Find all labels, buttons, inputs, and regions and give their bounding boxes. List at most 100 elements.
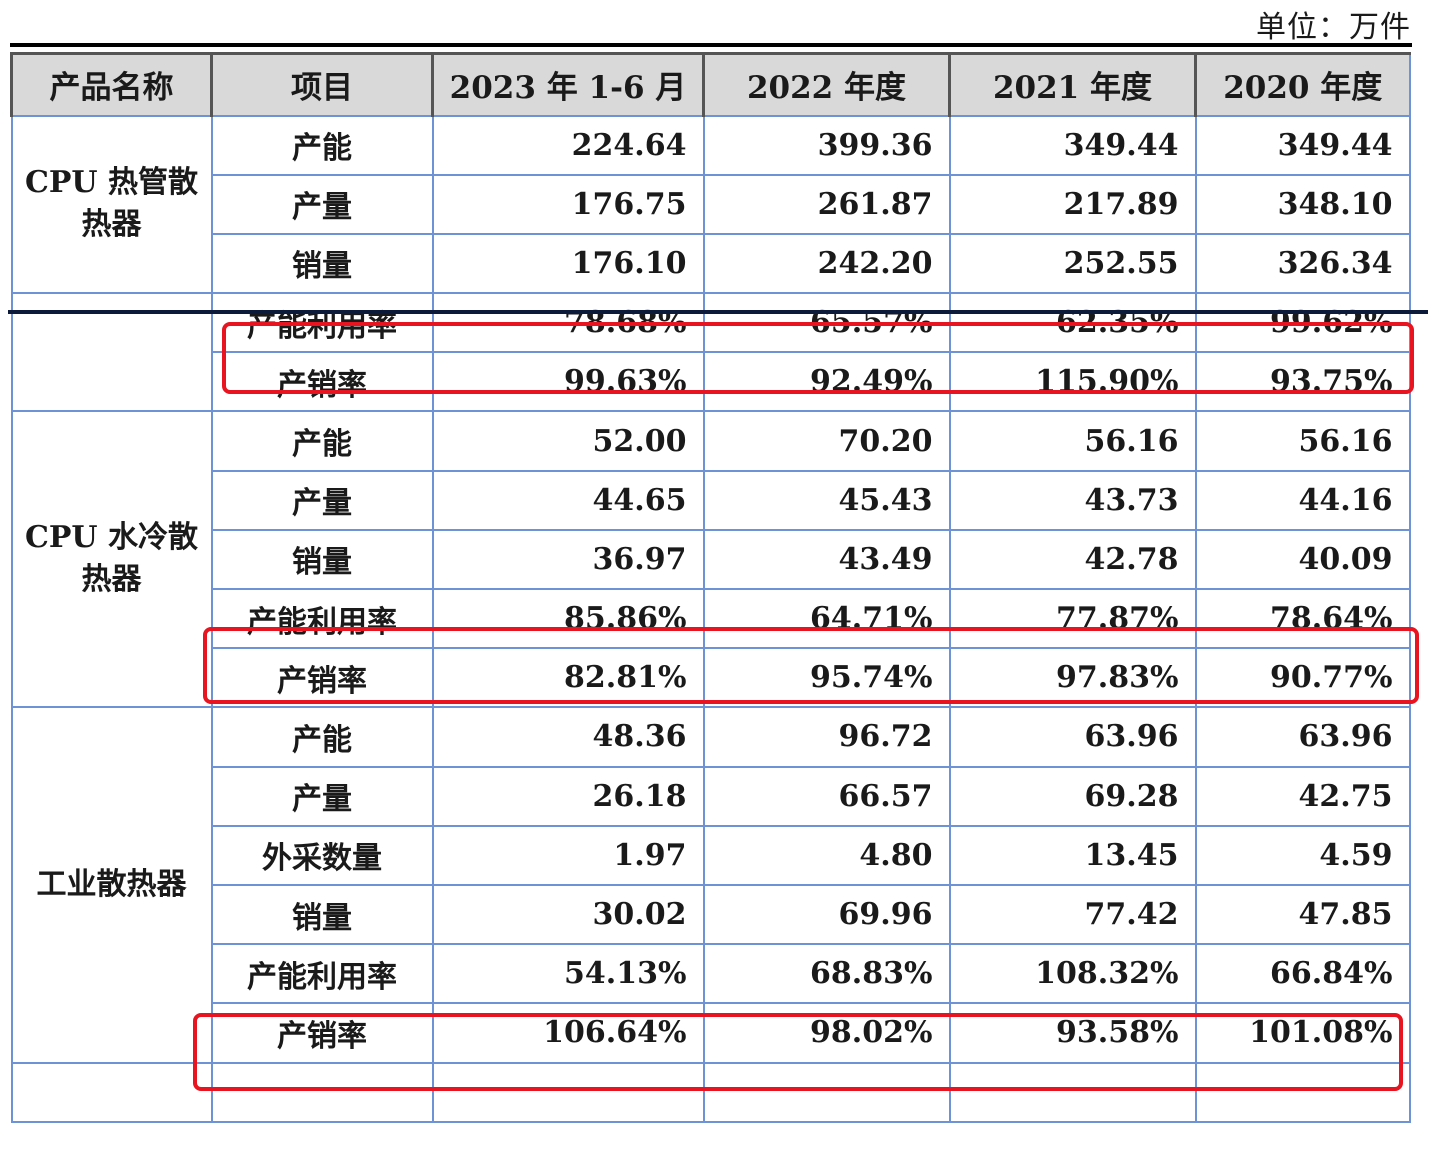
empty-cell bbox=[10, 1061, 213, 1123]
item-label: 外采数量 bbox=[210, 824, 434, 886]
item-label: 产能 bbox=[210, 410, 434, 472]
value-cell: 82.81% bbox=[431, 647, 705, 709]
value-cell: 43.73 bbox=[948, 469, 1197, 531]
value-cell: 217.89 bbox=[948, 173, 1197, 235]
value-cell: 77.42 bbox=[948, 883, 1197, 946]
value-cell: 43.49 bbox=[702, 528, 951, 591]
value-cell: 52.00 bbox=[431, 410, 705, 472]
value-cell: 97.83% bbox=[948, 647, 1197, 709]
value-cell: 242.20 bbox=[702, 232, 951, 295]
header-cell: 产品名称 bbox=[10, 52, 213, 117]
value-cell: 96.72 bbox=[702, 706, 951, 768]
product-name-line: 热器 bbox=[81, 207, 142, 243]
header-cell: 项目 bbox=[210, 52, 434, 117]
value-cell: 348.10 bbox=[1194, 173, 1411, 235]
item-label: 销量 bbox=[210, 528, 434, 591]
value-cell: 47.85 bbox=[1194, 883, 1411, 946]
value-cell: 30.02 bbox=[431, 883, 705, 946]
product-name-line: CPU 水冷散 bbox=[24, 520, 199, 556]
header-cell: 2021 年度 bbox=[948, 52, 1197, 117]
value-cell: 54.13% bbox=[431, 943, 705, 1005]
item-label: 产销率 bbox=[210, 647, 434, 709]
table-row: 产量 176.75 261.87 217.89 348.10 bbox=[12, 173, 1411, 235]
value-cell: 224.64 bbox=[431, 114, 705, 176]
table-row: CPU 水冷散 热器 产能 52.00 70.20 56.16 56.16 bbox=[10, 410, 1411, 709]
value-cell: 101.08% bbox=[1194, 1002, 1411, 1064]
item-label: 产能利用率 bbox=[210, 587, 434, 650]
table-row: 工业散热器 产能 48.36 96.72 63.96 63.96 bbox=[10, 706, 1411, 1064]
value-cell: 26.18 bbox=[431, 765, 705, 827]
value-cell: 64.71% bbox=[702, 587, 951, 650]
value-cell: 13.45 bbox=[948, 824, 1197, 886]
value-cell: 56.16 bbox=[1194, 410, 1411, 472]
product-name-line: CPU 热管散 bbox=[24, 165, 199, 201]
value-cell: 4.59 bbox=[1194, 824, 1411, 886]
item-label: 产销率 bbox=[210, 351, 434, 413]
value-cell: 95.74% bbox=[702, 647, 951, 709]
capacity-table: 产品名称 项目 2023 年 1-6 月 2022 年度 2021 年度 2020 年度 C… bbox=[10, 52, 1411, 1123]
value-cell: 77.87% bbox=[948, 587, 1197, 650]
table-row: 销量 36.97 43.49 42.78 40.09 bbox=[12, 528, 1411, 591]
value-cell: 399.36 bbox=[702, 114, 951, 176]
value-cell: 66.57 bbox=[702, 765, 951, 827]
value-cell: 36.97 bbox=[431, 528, 705, 591]
value-cell: 349.44 bbox=[1194, 114, 1411, 176]
product-name-line: 热器 bbox=[81, 562, 142, 598]
value-cell: 66.84% bbox=[1194, 943, 1411, 1005]
table-row: 产量 26.18 66.57 69.28 42.75 bbox=[12, 765, 1411, 827]
value-cell: 69.28 bbox=[948, 765, 1197, 827]
product-name-cell: CPU 水冷散 热器 bbox=[10, 410, 213, 709]
highlight-box-cpu-watercool bbox=[203, 627, 1419, 704]
product-name-cell: CPU 热管散 热器 bbox=[10, 114, 213, 295]
table-row-highlighted: 产能利用率 54.13% 68.83% 108.32% 66.84% bbox=[12, 943, 1411, 1005]
value-cell: 56.16 bbox=[948, 410, 1197, 472]
table-row: 产销率 82.81% 95.74% 97.83% 90.77% bbox=[12, 647, 1411, 709]
item-label: 产能利用率 bbox=[210, 943, 434, 1005]
header-cell: 2023 年 1-6 月 bbox=[431, 52, 705, 117]
product-name-cell: 工业散热器 bbox=[10, 706, 213, 1064]
value-cell: 70.20 bbox=[702, 410, 951, 472]
empty-cell bbox=[1194, 1061, 1411, 1123]
value-cell: 1.97 bbox=[431, 824, 705, 886]
value-cell: 68.83% bbox=[702, 943, 951, 1005]
table-row: 销量 30.02 69.96 77.42 47.85 bbox=[12, 883, 1411, 946]
item-label: 产能 bbox=[210, 114, 434, 176]
item-label: 产量 bbox=[210, 765, 434, 827]
item-label: 产量 bbox=[210, 173, 434, 235]
product-name-line: 工业散热器 bbox=[36, 866, 187, 902]
value-cell: 252.55 bbox=[948, 232, 1197, 295]
item-label: 产能 bbox=[210, 706, 434, 768]
table-row: 产量 44.65 45.43 43.73 44.16 bbox=[12, 469, 1411, 531]
highlight-box-industrial bbox=[193, 1013, 1403, 1091]
table-row: 销量 176.10 242.20 252.55 326.34 bbox=[12, 232, 1411, 295]
empty-cell bbox=[702, 1061, 951, 1123]
value-cell: 40.09 bbox=[1194, 528, 1411, 591]
value-cell: 42.75 bbox=[1194, 765, 1411, 827]
value-cell: 44.65 bbox=[431, 469, 705, 531]
value-cell: 261.87 bbox=[702, 173, 951, 235]
header-cell: 2020 年度 bbox=[1194, 52, 1411, 117]
value-cell: 98.02% bbox=[702, 1002, 951, 1064]
value-cell: 326.34 bbox=[1194, 232, 1411, 295]
value-cell: 106.64% bbox=[431, 1002, 705, 1064]
value-cell: 93.58% bbox=[948, 1002, 1197, 1064]
item-label: 销量 bbox=[210, 232, 434, 295]
header-cell: 2022 年度 bbox=[702, 52, 951, 117]
empty-cell bbox=[948, 1061, 1197, 1123]
section-divider bbox=[8, 310, 1428, 314]
table-row: CPU 热管散 热器 产能 224.64 399.36 349.44 349.44 bbox=[10, 114, 1411, 295]
value-cell: 90.77% bbox=[1194, 647, 1411, 709]
value-cell: 4.80 bbox=[702, 824, 951, 886]
table-row: 产销率 106.64% 98.02% 93.58% 101.08% bbox=[12, 1002, 1411, 1064]
value-cell: 176.10 bbox=[431, 232, 705, 295]
value-cell: 176.75 bbox=[431, 173, 705, 235]
value-cell: 42.78 bbox=[948, 528, 1197, 591]
item-label: 产销率 bbox=[210, 1002, 434, 1064]
value-cell: 349.44 bbox=[948, 114, 1197, 176]
table-row-cutoff bbox=[10, 1061, 1411, 1123]
value-cell: 63.96 bbox=[1194, 706, 1411, 768]
value-cell: 48.36 bbox=[431, 706, 705, 768]
value-cell: 69.96 bbox=[702, 883, 951, 946]
item-label: 产量 bbox=[210, 469, 434, 531]
value-cell: 45.43 bbox=[702, 469, 951, 531]
